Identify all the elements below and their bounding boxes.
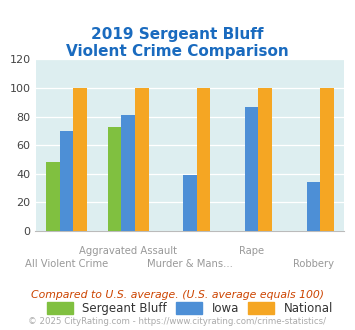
Bar <box>320 88 334 231</box>
Bar <box>258 88 272 231</box>
Bar <box>197 88 210 231</box>
Text: Compared to U.S. average. (U.S. average equals 100): Compared to U.S. average. (U.S. average … <box>31 290 324 300</box>
Text: Violent Crime Comparison: Violent Crime Comparison <box>66 44 289 59</box>
Bar <box>60 131 73 231</box>
Bar <box>183 175 197 231</box>
Bar <box>245 107 258 231</box>
Legend: Sergeant Bluff, Iowa, National: Sergeant Bluff, Iowa, National <box>47 302 333 315</box>
Text: All Violent Crime: All Violent Crime <box>25 259 108 269</box>
Bar <box>121 115 135 231</box>
Text: © 2025 CityRating.com - https://www.cityrating.com/crime-statistics/: © 2025 CityRating.com - https://www.city… <box>28 317 327 326</box>
Text: Murder & Mans...: Murder & Mans... <box>147 259 233 269</box>
Bar <box>73 88 87 231</box>
Bar <box>307 182 320 231</box>
Bar <box>108 127 121 231</box>
Bar <box>46 162 60 231</box>
Text: Aggravated Assault: Aggravated Assault <box>79 246 177 256</box>
Bar <box>135 88 148 231</box>
Text: Robbery: Robbery <box>293 259 334 269</box>
Text: Rape: Rape <box>239 246 264 256</box>
Text: 2019 Sergeant Bluff: 2019 Sergeant Bluff <box>91 27 264 42</box>
